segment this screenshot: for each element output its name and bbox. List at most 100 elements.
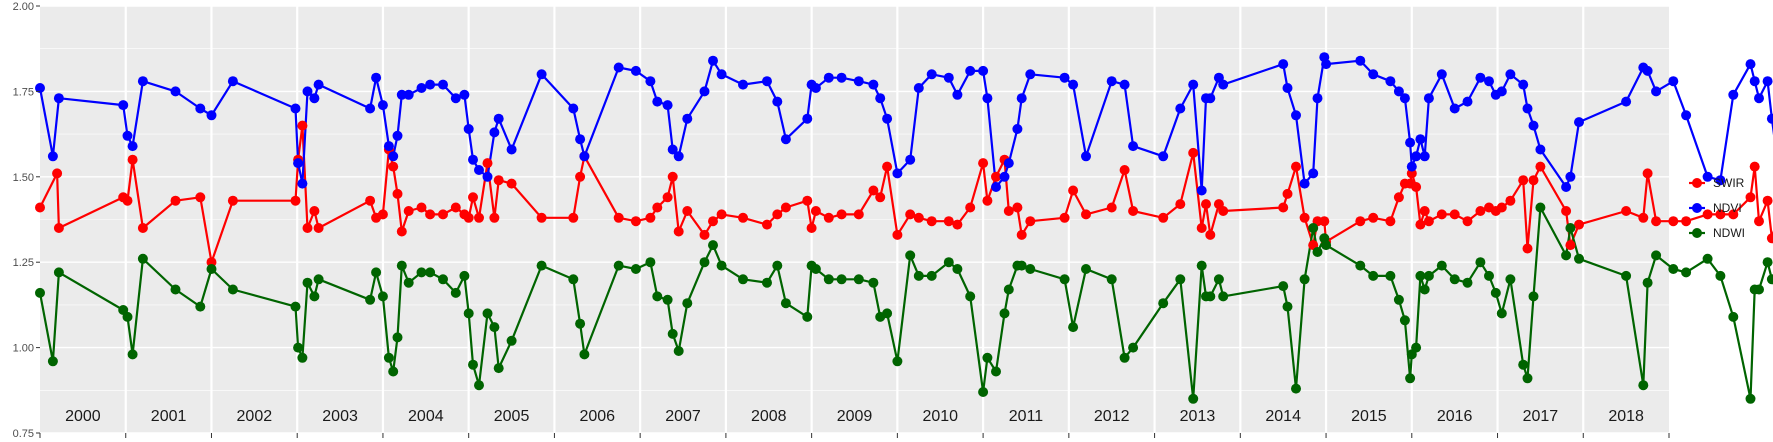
- ndvi-data-point: [1419, 151, 1430, 162]
- ndvi-data-point: [1651, 86, 1662, 97]
- swir-data-point: [1449, 209, 1460, 220]
- ndvi-data-point: [371, 72, 382, 83]
- ndwi-data-point: [1278, 281, 1289, 292]
- ndwi-data-point: [403, 277, 414, 288]
- swir-data-point: [568, 212, 579, 223]
- swir-data-point: [662, 192, 673, 203]
- ndvi-data-point: [1621, 96, 1632, 107]
- ndvi-data-point: [836, 72, 847, 83]
- ndvi-data-point: [1175, 103, 1186, 114]
- swir-data-point: [438, 209, 448, 220]
- ndvi-data-point: [1561, 182, 1572, 192]
- ndwi-data-point: [613, 260, 624, 271]
- ndwi-data-point: [1574, 253, 1584, 264]
- swir-data-point: [667, 171, 678, 182]
- ndvi-data-point: [645, 76, 656, 87]
- ndwi-data-point: [1715, 270, 1726, 281]
- ndvi-data-point: [482, 171, 493, 182]
- swir-data-point: [1068, 185, 1079, 196]
- swir-data-point: [1702, 209, 1713, 220]
- ndvi-data-point: [1119, 79, 1130, 90]
- swir-data-point: [425, 209, 436, 220]
- ndvi-legend-marker: [1692, 203, 1702, 213]
- ndvi-data-point: [1406, 161, 1417, 172]
- ndwi-data-point: [1528, 291, 1539, 302]
- swir-data-point: [1436, 209, 1447, 220]
- swir-data-point: [1299, 212, 1310, 223]
- swir-data-point: [991, 171, 1001, 182]
- ndvi-data-point: [1158, 151, 1169, 162]
- ndwi-data-point: [1188, 393, 1199, 404]
- ndvi-data-point: [810, 83, 821, 93]
- ndwi-data-point: [302, 277, 313, 288]
- swir-data-point: [1419, 206, 1430, 216]
- ndwi-data-point: [1016, 260, 1027, 271]
- ndvi-data-point: [1681, 110, 1692, 121]
- swir-data-point: [802, 195, 813, 206]
- swir-data-point: [575, 171, 586, 182]
- ndvi-data-point: [738, 79, 748, 90]
- ndwi-data-point: [206, 264, 217, 274]
- ndvi-data-point: [1715, 175, 1726, 186]
- swir-data-point: [708, 216, 718, 227]
- swir-data-point: [806, 223, 817, 233]
- swir-data-point: [468, 192, 478, 203]
- ndwi-data-point: [823, 274, 834, 285]
- year-label: 2011: [1009, 408, 1044, 425]
- ndvi-data-point: [1081, 151, 1091, 162]
- ndwi-data-point: [383, 352, 394, 363]
- ndvi-data-point: [1003, 158, 1014, 169]
- swir-data-point: [1411, 182, 1422, 192]
- ndwi-data-point: [978, 387, 989, 397]
- ndwi-data-point: [673, 346, 684, 356]
- swir-data-point: [195, 192, 206, 203]
- ndwi-data-point: [1218, 291, 1229, 302]
- swir-data-point: [780, 202, 791, 213]
- ndwi-data-point: [468, 359, 478, 370]
- ndwi-data-point: [662, 294, 673, 305]
- swir-data-point: [1668, 216, 1679, 227]
- ndvi-data-point: [297, 178, 308, 189]
- ndwi-data-point: [1393, 294, 1404, 305]
- swir-data-point: [1119, 165, 1130, 175]
- ndvi-data-point: [875, 93, 886, 104]
- ndwi-data-point: [1291, 383, 1301, 394]
- ndvi-data-point: [463, 124, 474, 134]
- swir-data-point: [1715, 209, 1726, 220]
- ndwi-data-point: [371, 267, 382, 278]
- ndwi-data-point: [313, 274, 324, 285]
- ndwi-data-point: [137, 253, 148, 264]
- ndwi-data-point: [1754, 284, 1764, 295]
- year-label: 2007: [665, 408, 701, 425]
- swir-data-point: [1522, 243, 1533, 254]
- ndwi-data-point: [170, 284, 181, 295]
- year-label: 2010: [922, 408, 958, 425]
- ndwi-data-point: [836, 274, 847, 285]
- swir-data-point: [1291, 161, 1301, 172]
- ndvi-data-point: [293, 158, 304, 169]
- ndvi-data-point: [1749, 76, 1760, 87]
- ndwi-data-point: [982, 352, 993, 363]
- swir-data-point: [450, 202, 461, 213]
- ndwi-data-point: [1462, 277, 1473, 288]
- swir-data-point: [1319, 216, 1330, 227]
- swir-data-point: [493, 175, 504, 186]
- ndvi-data-point: [1574, 117, 1584, 128]
- ndvi-data-point: [1218, 79, 1229, 90]
- swir-data-point: [982, 195, 993, 206]
- ndvi-data-point: [302, 86, 313, 97]
- ndvi-data-point: [1385, 76, 1396, 87]
- swir-data-point: [536, 212, 547, 223]
- ndvi-data-point: [868, 79, 879, 90]
- ndwi-data-point: [965, 291, 976, 302]
- swir-data-point: [1505, 195, 1516, 206]
- ndvi-data-point: [1535, 144, 1546, 155]
- ndvi-data-point: [388, 151, 399, 162]
- ndwi-data-point: [1415, 270, 1426, 281]
- swir-data-point: [810, 206, 821, 216]
- ndwi-data-point: [1308, 223, 1319, 233]
- swir-data-point: [1642, 168, 1653, 179]
- ndwi-data-point: [810, 264, 821, 274]
- swir-data-point: [978, 158, 989, 169]
- ndwi-data-point: [762, 277, 772, 288]
